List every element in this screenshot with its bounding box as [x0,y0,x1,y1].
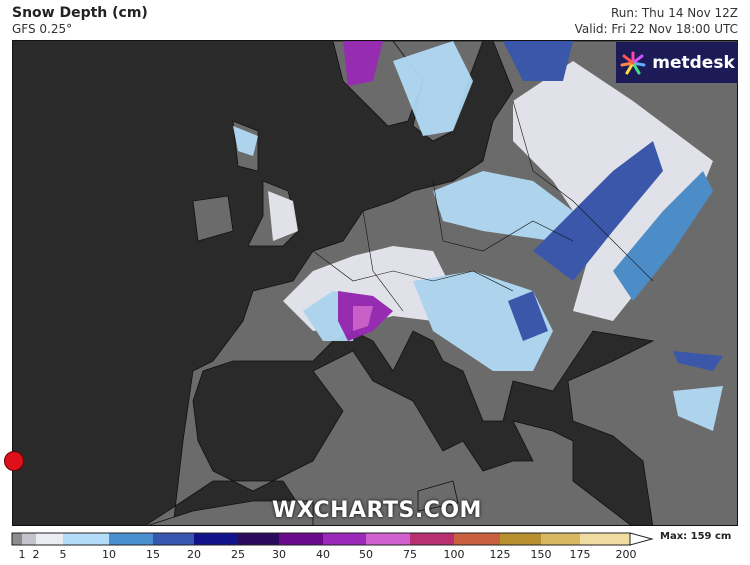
colorbar-arrow [629,532,654,546]
colorbar-tick-label: 50 [359,548,373,561]
colorbar-tick-label: 150 [530,548,552,561]
country-borders [312,100,654,312]
colorbar-segment [410,533,454,545]
colorbar-tick-label: 2 [32,548,40,561]
colorbar-tick-label: 125 [489,548,511,561]
colorbar-tick-label: 10 [102,548,116,561]
colorbar-tick-label: 30 [272,548,286,561]
starburst-icon [620,51,646,74]
colorbar-tick-label: 1 [18,548,26,561]
colorbar-segment [109,533,153,545]
colorbar-segment [36,533,63,545]
colorbar-tick-label: 5 [59,548,67,561]
colorbar-tick-label: 200 [615,548,637,561]
colorbar-tick-label: 15 [146,548,160,561]
colorbar-segment [12,533,22,545]
logo-text: metdesk [652,52,735,73]
colorbar-segment [194,533,238,545]
colorbar-segment [500,533,541,545]
colorbar-segment [541,533,580,545]
colorbar-segment [279,533,323,545]
max-label: Max: 159 cm [660,531,732,542]
location-dot-icon[interactable] [4,451,24,471]
map-title: Snow Depth (cm) [12,5,148,21]
colorbar-tick-label: 175 [569,548,591,561]
colorbar-segment [580,533,630,545]
run-time: Run: Thu 14 Nov 12Z [610,6,738,20]
colorbar-segment [454,533,500,545]
model-label: GFS 0.25° [12,22,73,36]
metdesk-logo: metdesk [616,42,738,83]
colorbar-segment [323,533,366,545]
colorbar-tick-label: 20 [187,548,201,561]
colorbar-tick-label: 25 [231,548,245,561]
colorbar [11,532,654,546]
colorbar-segment [366,533,410,545]
colorbar-segment [22,533,36,545]
watermark: WXCHARTS.COM [272,498,482,523]
map-canvas [13,41,737,525]
colorbar-tick-label: 40 [316,548,330,561]
snow-depth-map[interactable] [12,40,738,526]
colorbar-tick-label: 75 [403,548,417,561]
colorbar-segment [238,533,279,545]
valid-time: Valid: Fri 22 Nov 18:00 UTC [574,22,738,36]
colorbar-tick-label: 100 [443,548,465,561]
snow-cover [233,41,723,431]
colorbar-segment [153,533,194,545]
colorbar-segment [63,533,109,545]
